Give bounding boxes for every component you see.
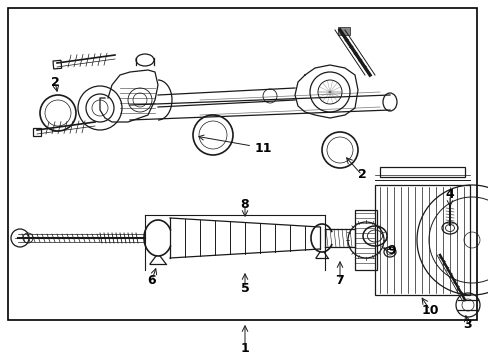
Bar — [379, 167, 464, 177]
Text: 2: 2 — [51, 76, 59, 89]
Text: 8: 8 — [240, 198, 249, 211]
Bar — [374, 185, 469, 295]
Bar — [354, 210, 376, 270]
Text: 4: 4 — [445, 189, 453, 202]
Text: 7: 7 — [335, 274, 344, 287]
Text: 2: 2 — [357, 168, 366, 181]
Text: 1: 1 — [240, 342, 249, 355]
Bar — [337, 27, 349, 35]
Bar — [8, 8, 476, 320]
Text: 10: 10 — [420, 303, 438, 316]
Text: 11: 11 — [199, 135, 272, 154]
Bar — [33, 128, 41, 136]
Text: 9: 9 — [387, 243, 395, 256]
Text: 6: 6 — [147, 274, 156, 287]
Text: 3: 3 — [463, 319, 471, 332]
Bar — [53, 60, 61, 69]
Text: 5: 5 — [240, 282, 249, 294]
